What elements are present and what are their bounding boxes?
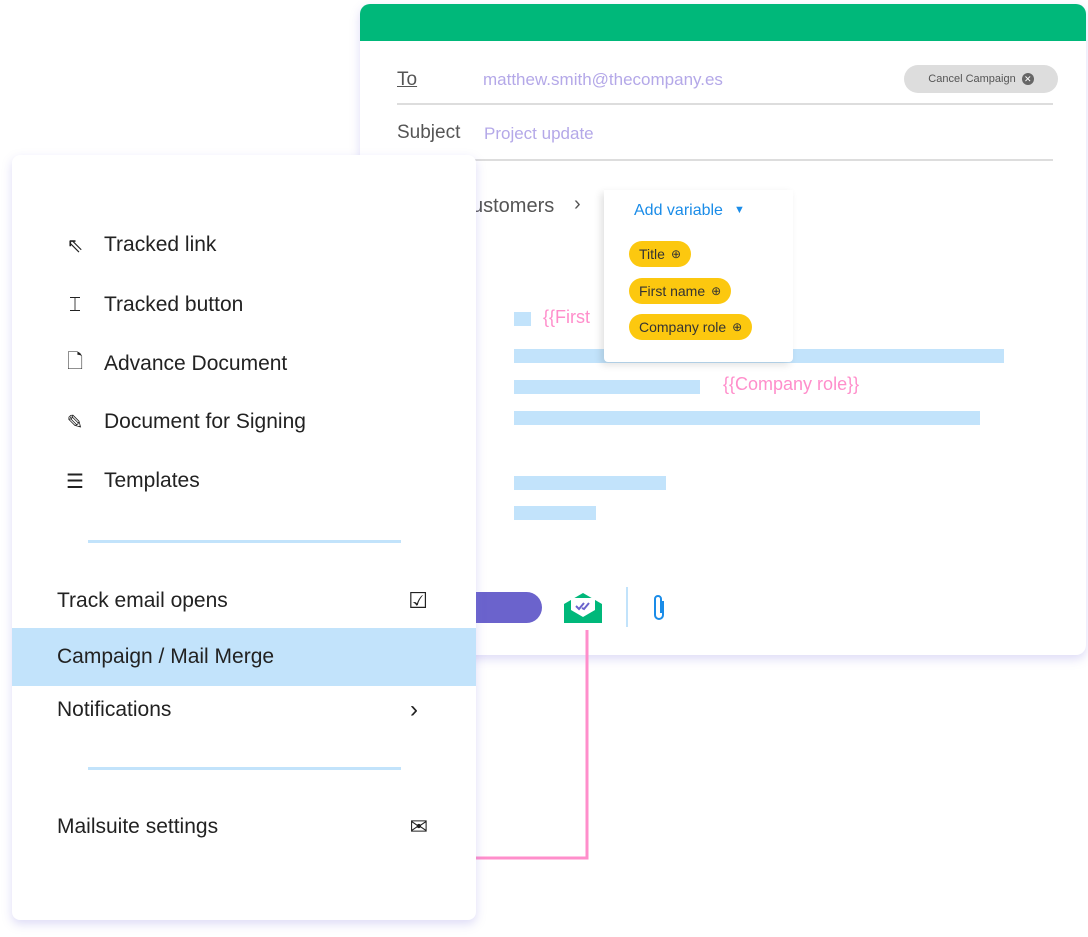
email-compose-window: To matthew.smith@thecompany.es Cancel Ca… — [360, 4, 1086, 655]
chip-label: First name — [639, 283, 706, 299]
text-line — [514, 411, 980, 425]
text-line — [514, 506, 596, 520]
menu-item-tracked-button[interactable]: ⌶ Tracked button — [12, 285, 476, 325]
close-icon: ✕ — [1021, 73, 1034, 85]
mailsuite-menu: ⇖ Tracked link ⌶ Tracked button 🗋 Advance D… — [12, 155, 476, 920]
to-label: To — [397, 69, 418, 90]
text-line — [514, 312, 531, 326]
menu-item-document-signing[interactable]: ✎ Document for Signing — [12, 402, 476, 442]
chip-label: Title — [639, 246, 665, 262]
menu-label: Advance Document — [104, 352, 288, 375]
plus-circle-icon: ⊕ — [670, 247, 681, 261]
text-line — [514, 476, 666, 490]
plus-circle-icon: ⊕ — [732, 320, 743, 334]
button-icon: ⌶ — [69, 293, 81, 316]
chip-label: Company role — [639, 319, 727, 335]
cursor-click-icon: ⇖ — [66, 234, 84, 257]
chevron-right-icon: › — [410, 696, 418, 723]
signature-icon: ✎ — [66, 411, 84, 434]
menu-item-notifications[interactable]: Notifications › — [12, 681, 476, 739]
divider — [397, 103, 1053, 105]
menu-item-advance-document[interactable]: 🗋 Advance Document — [12, 344, 476, 384]
variable-first-name: {{First — [543, 307, 591, 327]
menu-label: Templates — [104, 469, 200, 492]
to-field[interactable]: matthew.smith@thecompany.es — [483, 70, 723, 89]
text-line — [514, 380, 700, 394]
menu-label: Document for Signing — [104, 410, 306, 433]
menu-item-track-email-opens[interactable]: Track email opens ☑ — [12, 572, 476, 630]
mailsuite-envelope-icon[interactable] — [563, 592, 603, 624]
cancel-label: Cancel Campaign — [928, 73, 1016, 85]
document-icon: 🗋 — [66, 351, 84, 373]
menu-item-tracked-link[interactable]: ⇖ Tracked link — [12, 225, 476, 265]
menu-item-campaign-mail-merge[interactable]: Campaign / Mail Merge — [12, 628, 476, 686]
add-variable-dropdown: Add variable ▼ Title ⊕ First name ⊕ Compan… — [604, 190, 793, 362]
variable-chip-company-role[interactable]: Company role ⊕ — [629, 314, 753, 340]
variable-company-role: {{Company role}} — [723, 374, 860, 394]
paperclip-icon[interactable] — [650, 593, 668, 623]
mail-settings-icon: ✉ — [409, 814, 428, 839]
menu-label: Campaign / Mail Merge — [57, 645, 275, 668]
menu-label: Track email opens — [57, 589, 228, 612]
breadcrumb: ustomers — [472, 195, 555, 217]
menu-label: Mailsuite settings — [57, 815, 219, 838]
checkbox-checked-icon[interactable]: ☑ — [408, 588, 428, 613]
menu-label: Notifications — [57, 698, 172, 721]
variable-chip-first-name[interactable]: First name ⊕ — [629, 278, 732, 304]
menu-item-mailsuite-settings[interactable]: Mailsuite settings ✉ — [12, 798, 476, 856]
add-variable-button[interactable]: Add variable — [634, 202, 723, 219]
chevron-right-icon: › — [574, 193, 581, 215]
connector-line — [470, 630, 589, 860]
divider — [467, 159, 1053, 161]
window-header — [360, 4, 1086, 41]
toolbar-divider — [626, 587, 628, 627]
cancel-campaign-button[interactable]: Cancel Campaign ✕ — [904, 65, 1058, 93]
subject-label: Subject — [397, 122, 461, 143]
menu-label: Tracked button — [104, 293, 244, 316]
template-icon: ☰ — [66, 470, 84, 493]
subject-field[interactable]: Project update — [484, 124, 594, 143]
plus-circle-icon: ⊕ — [711, 284, 722, 298]
menu-label: Tracked link — [104, 233, 217, 256]
variable-chip-title[interactable]: Title ⊕ — [629, 241, 691, 267]
menu-divider — [88, 767, 401, 770]
caret-down-icon: ▼ — [734, 204, 745, 216]
menu-item-templates[interactable]: ☰ Templates — [12, 461, 476, 501]
menu-divider — [88, 540, 401, 543]
